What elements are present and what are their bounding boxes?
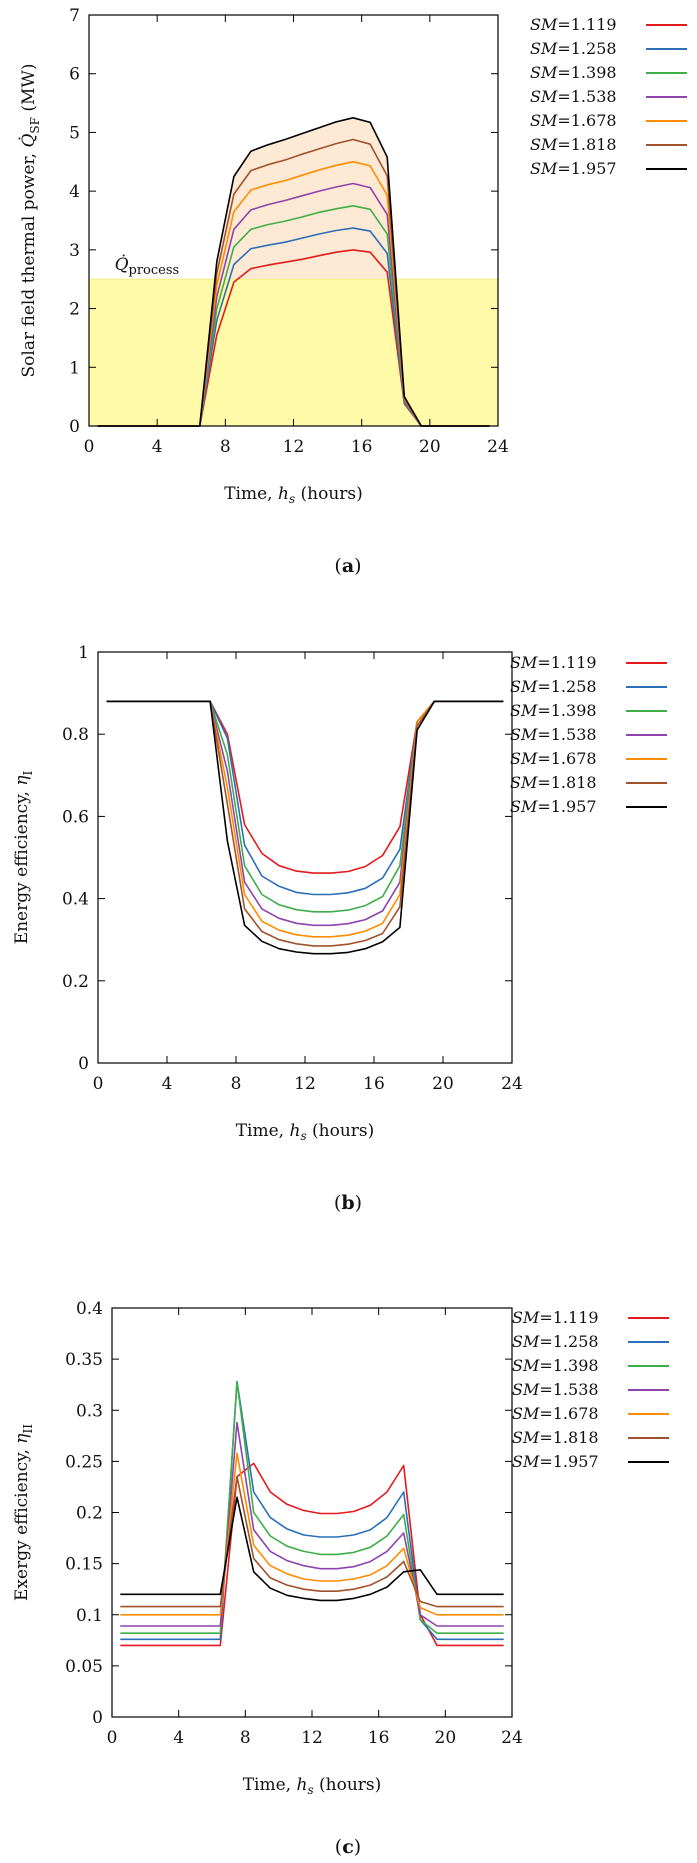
legend-label: SM=1.258 — [530, 39, 617, 58]
series-line-SM-1_258 — [120, 1380, 504, 1641]
process-demand-band — [89, 279, 498, 426]
legend-label: SM=1.258 — [510, 677, 597, 696]
series-line-SM-1_957 — [106, 700, 504, 955]
legend-label: SM=1.119 — [530, 15, 617, 34]
legend-label: SM=1.398 — [530, 63, 617, 82]
y-tick-label: 1 — [78, 643, 89, 663]
y-tick-label: 2 — [69, 300, 80, 320]
series-line-SM-1_538 — [97, 182, 490, 427]
x-axis-label: Time, hs (hours) — [236, 1121, 375, 1143]
y-tick-label: 7 — [69, 6, 80, 26]
process-annotation: Q̇process — [115, 255, 180, 278]
x-tick-label: 8 — [240, 1728, 251, 1748]
x-tick-label: 20 — [419, 437, 441, 457]
chart-panel-c: 0 4 8 12 16 20 24 0 0.05 0.1 0.15 0.2 0.25 0.3 0.35 0.4… — [12, 1299, 669, 1858]
legend-label: SM=1.258 — [512, 1332, 599, 1351]
x-tick-label: 0 — [84, 437, 95, 457]
series-line-SM-1_538 — [120, 1421, 504, 1627]
series-line-SM-1_398 — [106, 700, 504, 913]
series-line-SM-1_818 — [120, 1475, 504, 1608]
legend-label: SM=1.398 — [510, 701, 597, 720]
x-tick-label: 24 — [501, 1074, 523, 1094]
x-tick-label: 24 — [487, 437, 509, 457]
x-tick-label: 16 — [368, 1728, 390, 1748]
y-tick-label: 0.6 — [62, 807, 89, 827]
x-tick-label: 12 — [301, 1728, 323, 1748]
excess-energy-area — [215, 117, 396, 280]
legend-label: SM=1.818 — [512, 1428, 599, 1447]
y-tick-label: 0.05 — [65, 1657, 103, 1677]
series-line-SM-1_398 — [120, 1380, 504, 1634]
y-tick-label: 0 — [92, 1708, 103, 1728]
y-tick-label: 0.4 — [62, 890, 89, 910]
legend-label: SM=1.957 — [510, 797, 597, 816]
x-tick-label: 20 — [435, 1728, 457, 1748]
legend-label: SM=1.538 — [512, 1380, 599, 1399]
legend-label: SM=1.678 — [530, 111, 617, 130]
y-tick-label: 6 — [69, 65, 80, 85]
panel-label: (c) — [335, 1836, 361, 1858]
x-tick-label: 4 — [173, 1728, 184, 1748]
y-tick-label: 0.8 — [62, 725, 89, 745]
panel-label: (a) — [334, 555, 361, 577]
legend-label: SM=1.818 — [530, 135, 617, 154]
y-axis-label: Energy efficiency, ηI — [12, 770, 35, 944]
y-tick-label: 0.4 — [76, 1299, 103, 1319]
x-tick-label: 12 — [283, 437, 305, 457]
x-axis-label: Time, hs (hours) — [224, 484, 363, 506]
y-axis-label: Exergy efficiency, ηII — [12, 1424, 35, 1601]
y-tick-label: 0.15 — [65, 1555, 103, 1575]
x-tick-label: 12 — [294, 1074, 316, 1094]
y-axis-label: Solar field thermal power, Q̇SF (MW) — [19, 63, 42, 377]
series-line-SM-1_119 — [97, 249, 490, 427]
x-tick-label: 4 — [152, 437, 163, 457]
series-line-SM-1_119 — [120, 1462, 504, 1647]
legend-label: SM=1.678 — [512, 1404, 599, 1423]
series-line-SM-1_119 — [106, 700, 504, 874]
legend-label: SM=1.957 — [530, 159, 617, 178]
series-line-SM-1_818 — [106, 700, 504, 947]
y-tick-label: 0.2 — [62, 972, 89, 992]
series-line-SM-1_258 — [97, 227, 490, 427]
x-tick-label: 8 — [220, 437, 231, 457]
x-tick-label: 4 — [162, 1074, 173, 1094]
y-tick-label: 5 — [69, 123, 80, 143]
y-tick-label: 4 — [69, 182, 80, 202]
series-line-SM-1_258 — [106, 700, 504, 896]
series-line-SM-1_678 — [120, 1452, 504, 1616]
legend-label: SM=1.119 — [512, 1308, 599, 1327]
plot-area — [98, 652, 512, 1063]
y-tick-label: 3 — [69, 241, 80, 261]
legend-label: SM=1.957 — [512, 1452, 599, 1471]
x-tick-label: 8 — [231, 1074, 242, 1094]
x-tick-label: 0 — [93, 1074, 104, 1094]
legend-label: SM=1.538 — [530, 87, 617, 106]
legend-label: SM=1.678 — [510, 749, 597, 768]
x-tick-label: 20 — [432, 1074, 454, 1094]
x-tick-label: 24 — [501, 1728, 523, 1748]
y-tick-label: 0 — [69, 417, 80, 437]
x-axis-label: Time, hs (hours) — [243, 1775, 382, 1797]
legend-label: SM=1.818 — [510, 773, 597, 792]
y-tick-label: 0.3 — [76, 1401, 103, 1421]
y-tick-label: 0.25 — [65, 1452, 103, 1472]
x-tick-label: 16 — [351, 437, 373, 457]
legend-label: SM=1.398 — [512, 1356, 599, 1375]
series-line-SM-1_957 — [120, 1496, 504, 1602]
y-tick-label: 0.2 — [76, 1504, 103, 1524]
series-line-SM-1_398 — [97, 205, 490, 427]
y-tick-label: 0.35 — [65, 1350, 103, 1370]
series-line-SM-1_957 — [97, 117, 490, 427]
panel-label: (b) — [334, 1192, 362, 1214]
legend-label: SM=1.538 — [510, 725, 597, 744]
y-tick-label: 0 — [78, 1054, 89, 1074]
y-tick-label: 1 — [69, 358, 80, 378]
x-tick-label: 16 — [363, 1074, 385, 1094]
x-tick-label: 0 — [107, 1728, 118, 1748]
chart-panel-b: 0 4 8 12 16 20 24 0 0.2 0.4 0.6 0.8 1 Time, hs (hours… — [12, 643, 667, 1214]
y-tick-label: 0.1 — [76, 1606, 103, 1626]
legend-label: SM=1.119 — [510, 653, 597, 672]
